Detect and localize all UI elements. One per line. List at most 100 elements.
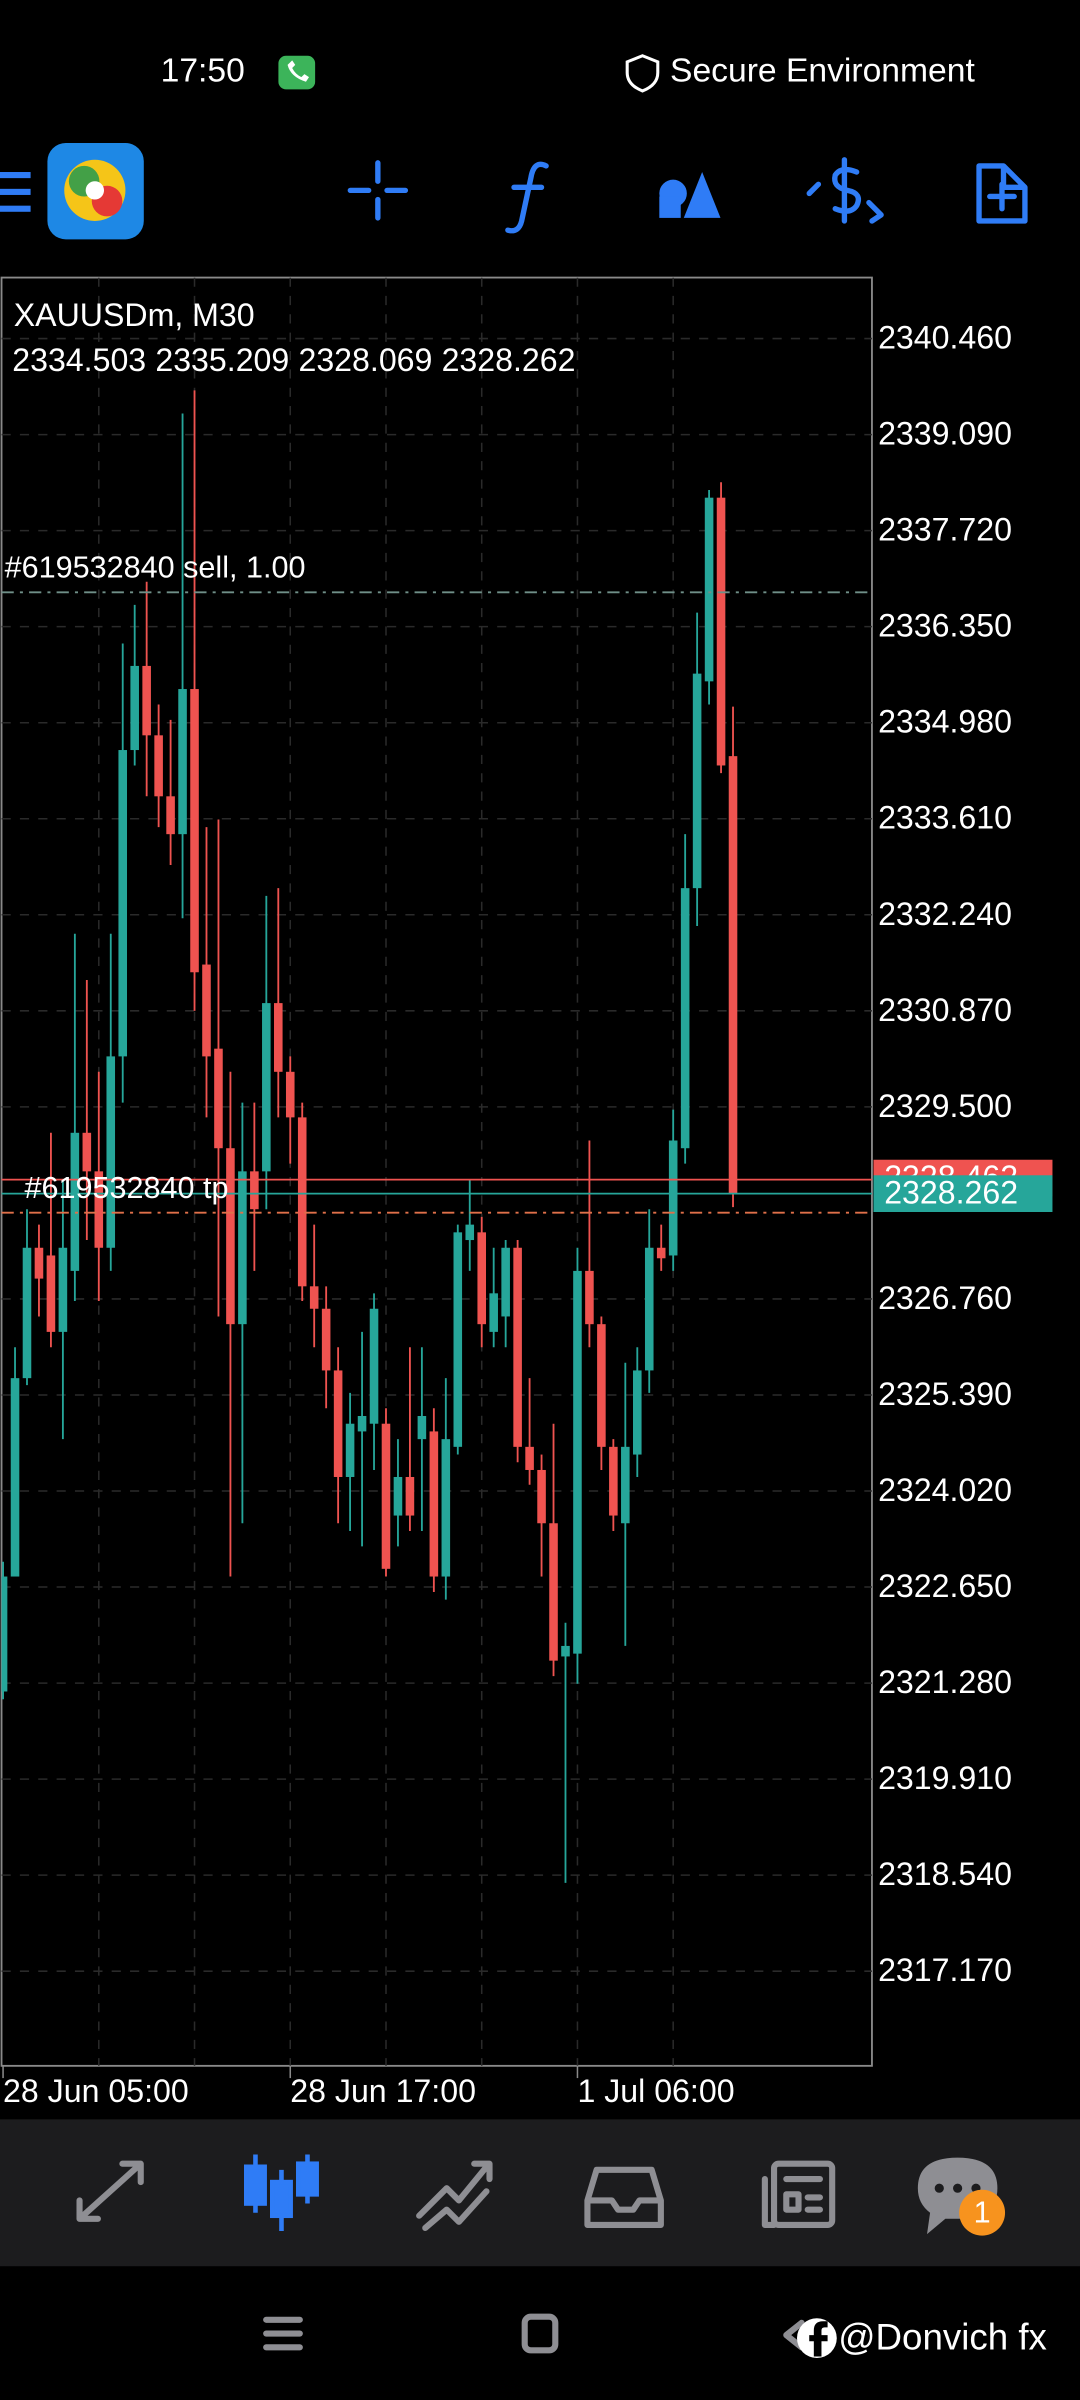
candle-body bbox=[393, 1476, 403, 1516]
candle-body bbox=[214, 1048, 223, 1149]
candle-body bbox=[405, 1476, 415, 1516]
ohlc-close: 2328.262 bbox=[442, 343, 576, 379]
new-order-button[interactable] bbox=[976, 163, 1028, 224]
quotes-tab[interactable] bbox=[76, 2160, 144, 2222]
x-tick-label: 28 Jun 17:00 bbox=[290, 2073, 476, 2109]
candle-body bbox=[597, 1324, 606, 1447]
candle-body bbox=[70, 1132, 80, 1271]
candle-body bbox=[82, 1132, 92, 1172]
candle-body bbox=[501, 1247, 510, 1317]
app-logo[interactable] bbox=[47, 142, 144, 240]
y-tick-label: 2326.760 bbox=[878, 1280, 1012, 1316]
y-tick-label: 2334.980 bbox=[878, 704, 1012, 740]
candle-body bbox=[453, 1232, 463, 1447]
system-nav bbox=[263, 2313, 805, 2354]
x-tick-label: 28 Jun 05:00 bbox=[3, 2073, 189, 2109]
facebook-glyph bbox=[809, 2321, 828, 2357]
candle-body bbox=[333, 1370, 343, 1477]
y-tick-label: 2332.240 bbox=[878, 896, 1012, 932]
candle-body bbox=[202, 964, 211, 1057]
candle-body bbox=[573, 1270, 582, 1654]
candle-body bbox=[477, 1232, 487, 1325]
candle-body bbox=[621, 1446, 630, 1524]
bottom-nav bbox=[0, 2119, 1080, 2267]
candle-body bbox=[525, 1446, 534, 1470]
candle-body bbox=[226, 1148, 235, 1325]
candle-body bbox=[345, 1423, 355, 1477]
chart-tab[interactable] bbox=[243, 2154, 319, 2232]
candle-body bbox=[429, 1431, 439, 1577]
candle-body bbox=[561, 1645, 570, 1657]
candle-body bbox=[668, 1140, 678, 1256]
candle-body bbox=[585, 1270, 594, 1325]
candle-body bbox=[549, 1523, 558, 1661]
phone-glyph bbox=[287, 60, 310, 82]
y-tick-label: 2322.650 bbox=[878, 1568, 1012, 1604]
candle-body bbox=[142, 665, 151, 736]
candle-body bbox=[465, 1224, 475, 1241]
badge-count: 1 bbox=[974, 2195, 991, 2229]
candle-body bbox=[118, 750, 128, 1057]
badge bbox=[959, 2189, 1006, 2236]
y-tick-label: 2330.870 bbox=[878, 992, 1012, 1028]
order-label: #619532840 tp bbox=[24, 1171, 228, 1205]
candle-body bbox=[106, 1056, 116, 1248]
candle-body bbox=[10, 1378, 20, 1577]
candle-body bbox=[441, 1439, 451, 1577]
candle-body bbox=[417, 1416, 427, 1440]
candle-body bbox=[728, 756, 738, 1194]
y-tick-label: 2324.020 bbox=[878, 1472, 1012, 1508]
y-tick-label: 2319.910 bbox=[878, 1760, 1012, 1796]
status-time: 17:50 bbox=[161, 52, 245, 89]
chart-frame bbox=[0, 276, 873, 2067]
candle-body bbox=[633, 1370, 642, 1455]
bid-price-box bbox=[873, 1175, 1053, 1212]
candle-body bbox=[381, 1423, 391, 1569]
candle-body bbox=[489, 1293, 498, 1332]
candle-body bbox=[692, 673, 702, 889]
candle-body bbox=[1, 1576, 8, 1692]
candle-body bbox=[58, 1247, 68, 1332]
candle-body bbox=[274, 1003, 283, 1072]
candle-body bbox=[154, 735, 163, 797]
candle-body bbox=[656, 1247, 666, 1259]
candle-body bbox=[34, 1247, 44, 1279]
candle-body bbox=[46, 1255, 56, 1332]
ohlc-open: 2334.503 bbox=[12, 343, 146, 379]
y-tick-label: 2336.350 bbox=[878, 608, 1012, 644]
plot-area bbox=[1, 277, 872, 2066]
trade-tab[interactable] bbox=[416, 2160, 493, 2232]
indicators-button[interactable] bbox=[505, 161, 549, 234]
candle-body bbox=[357, 1416, 367, 1432]
candle-body bbox=[22, 1247, 32, 1379]
candle-body bbox=[166, 796, 175, 835]
bid-price-label: 2328.262 bbox=[884, 1175, 1018, 1211]
y-tick-label: 2318.540 bbox=[878, 1856, 1012, 1892]
y-tick-label: 2339.090 bbox=[878, 416, 1012, 452]
y-tick-label: 2337.720 bbox=[878, 512, 1012, 548]
candle-body bbox=[285, 1071, 295, 1118]
menu-button[interactable] bbox=[0, 172, 31, 212]
ohlc-low: 2328.069 bbox=[298, 343, 432, 379]
chart-title: XAUUSDm, M30 bbox=[14, 297, 255, 333]
x-tick-label: 1 Jul 06:00 bbox=[577, 2073, 734, 2109]
candle-body bbox=[190, 689, 199, 973]
status-text: Secure Environment bbox=[670, 52, 975, 89]
crosshair-button[interactable] bbox=[347, 160, 409, 221]
candle-body bbox=[513, 1247, 522, 1447]
candle-body bbox=[130, 665, 139, 751]
objects-button[interactable] bbox=[659, 172, 721, 218]
candle-body bbox=[321, 1308, 331, 1371]
candle-body bbox=[178, 689, 187, 835]
candle-body bbox=[262, 1003, 271, 1172]
y-tick-label: 2329.500 bbox=[878, 1088, 1012, 1124]
order-label: #619532840 sell, 1.00 bbox=[5, 550, 306, 584]
candle-body bbox=[716, 497, 726, 766]
trade-button[interactable] bbox=[806, 157, 884, 224]
news-tab[interactable] bbox=[761, 2160, 836, 2228]
history-tab[interactable] bbox=[584, 2166, 664, 2228]
candle-body bbox=[309, 1286, 319, 1309]
candle-body bbox=[609, 1446, 618, 1516]
